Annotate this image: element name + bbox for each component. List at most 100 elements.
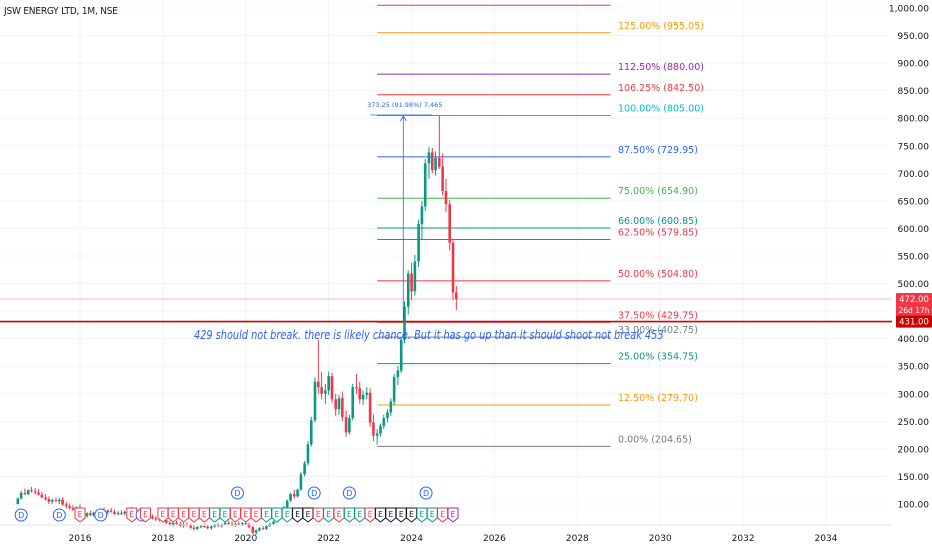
earnings-marker-icon[interactable] [447, 507, 459, 523]
dividend-marker-icon[interactable] [307, 486, 321, 500]
candle-body [68, 506, 71, 508]
price-axis-tick-label: 300.00 [898, 390, 930, 400]
price-axis[interactable]: 100.00 150.00 200.00 250.00 300.00 350.00 400.… [889, 0, 932, 550]
dividend-marker-icon[interactable] [52, 508, 66, 522]
earnings-marker-icon[interactable] [281, 507, 293, 523]
candle-body [399, 339, 403, 371]
fib-level-label: 112.50% (880.00) [618, 62, 704, 73]
earnings-marker-icon[interactable] [229, 507, 241, 523]
candle-body [195, 527, 199, 529]
earnings-marker-icon[interactable] [302, 507, 314, 523]
earnings-marker-label: E [129, 510, 134, 519]
earnings-marker-icon[interactable] [126, 507, 138, 523]
candle-body [441, 166, 444, 191]
dividend-marker-icon[interactable] [94, 508, 108, 522]
level-price-badge [896, 315, 932, 328]
candle-body [272, 521, 275, 524]
earnings-marker-label: E [306, 510, 311, 519]
fibonacci-extension[interactable]: 0.00% (204.65) 12.50% (279.70) 25.00% (354… [377, 4, 704, 447]
candle-body [189, 525, 192, 528]
time-axis-tick-label: 2028 [566, 534, 589, 544]
dividend-marker-label: D [18, 511, 24, 520]
fib-level-label: 87.50% (729.95) [618, 145, 698, 156]
dividend-marker-label: D [423, 489, 429, 498]
price-axis-tick-label: 250.00 [898, 418, 930, 428]
earnings-marker-icon[interactable] [188, 507, 200, 523]
time-axis-tick-label: 2022 [317, 534, 340, 544]
candle-body [40, 494, 44, 498]
candle-body [296, 489, 299, 497]
gridlines [0, 0, 888, 525]
candle-body [413, 261, 417, 292]
last-price-badge [896, 292, 932, 317]
earnings-marker-icon[interactable] [312, 507, 324, 523]
measure-label: 373.25 (91.98%) 7,465 [367, 101, 442, 109]
price-axis-tick-label: 750.00 [898, 142, 930, 152]
candle-body [337, 398, 341, 410]
earnings-marker-icon[interactable] [198, 507, 210, 523]
text-annotation[interactable]: 429 should not break. there is likely ch… [194, 327, 664, 342]
candle-body [427, 152, 431, 164]
earnings-marker-icon[interactable] [354, 507, 366, 523]
candle-body [223, 522, 227, 525]
candle-body [230, 523, 234, 525]
earnings-marker-icon[interactable] [74, 507, 86, 523]
earnings-marker-icon[interactable] [178, 507, 190, 523]
earnings-marker-label: E [388, 510, 393, 519]
earnings-marker-icon[interactable] [292, 507, 304, 523]
candle-body [372, 422, 375, 436]
earnings-marker-icon[interactable] [323, 507, 335, 523]
candle-body [355, 387, 358, 389]
fib-level-label: 62.50% (579.85) [618, 228, 698, 239]
time-axis-tick-label: 2026 [483, 534, 506, 544]
earnings-marker-label: E [295, 510, 300, 519]
earnings-marker-icon[interactable] [219, 507, 231, 523]
time-axis[interactable]: 2016 2018 2020 2022 2024 2026 2028 2030 2032 2034 [0, 524, 892, 544]
earnings-marker-icon[interactable] [261, 507, 272, 523]
price-axis-tick-label: 100.00 [898, 501, 930, 511]
earnings-marker-icon[interactable] [167, 507, 179, 523]
candle-body [251, 527, 255, 533]
price-axis-tick-label: 1,000.00 [889, 5, 929, 15]
earnings-marker-icon[interactable] [385, 507, 397, 523]
earnings-marker-icon[interactable] [271, 507, 283, 523]
earnings-marker-icon[interactable] [240, 507, 252, 523]
price-range-measure[interactable]: 373.25 (91.98%) 7,465 [367, 101, 442, 322]
time-axis-tick-label: 2016 [69, 534, 92, 544]
candle-body [206, 526, 209, 529]
earnings-marker-icon[interactable] [395, 507, 407, 523]
earnings-marker-label: E [264, 510, 269, 519]
price-axis-tick-label: 850.00 [898, 87, 930, 97]
candle-body [410, 273, 413, 292]
earnings-marker-label: E [254, 510, 259, 519]
candle-body [313, 381, 317, 421]
horizontal-levels[interactable] [0, 298, 892, 323]
earnings-marker-icon[interactable] [416, 507, 428, 523]
earnings-marker-icon[interactable] [157, 507, 169, 523]
earnings-marker-icon[interactable] [364, 507, 376, 523]
candle-body [420, 206, 424, 225]
candle-body [327, 376, 330, 391]
earnings-marker-icon[interactable] [333, 507, 345, 523]
earnings-marker-icon[interactable] [209, 507, 221, 523]
earnings-marker-icon[interactable] [250, 507, 262, 523]
candle-body [44, 497, 47, 500]
earnings-marker-icon[interactable] [343, 507, 355, 523]
dividend-marker-icon[interactable] [419, 486, 433, 500]
time-axis-tick-label: 2034 [815, 534, 838, 544]
event-markers[interactable]: DDEDEDEEEEEEEEEEEEEEEEEEEEEEEEEEEEEEDDDD [14, 486, 459, 523]
earnings-marker-label: E [274, 510, 279, 519]
candle-body [92, 512, 95, 516]
price-axis-tick-label: 950.00 [898, 32, 930, 42]
earnings-marker-icon[interactable] [139, 507, 151, 523]
earnings-marker-icon[interactable] [437, 507, 449, 523]
earnings-marker-icon[interactable] [426, 507, 438, 523]
dividend-marker-icon[interactable] [342, 486, 356, 500]
earnings-marker-icon[interactable] [406, 507, 418, 523]
candle-body [358, 388, 362, 400]
earnings-marker-icon[interactable] [374, 507, 386, 523]
dividend-marker-icon[interactable] [230, 486, 244, 500]
dividend-marker-icon[interactable] [14, 508, 28, 522]
